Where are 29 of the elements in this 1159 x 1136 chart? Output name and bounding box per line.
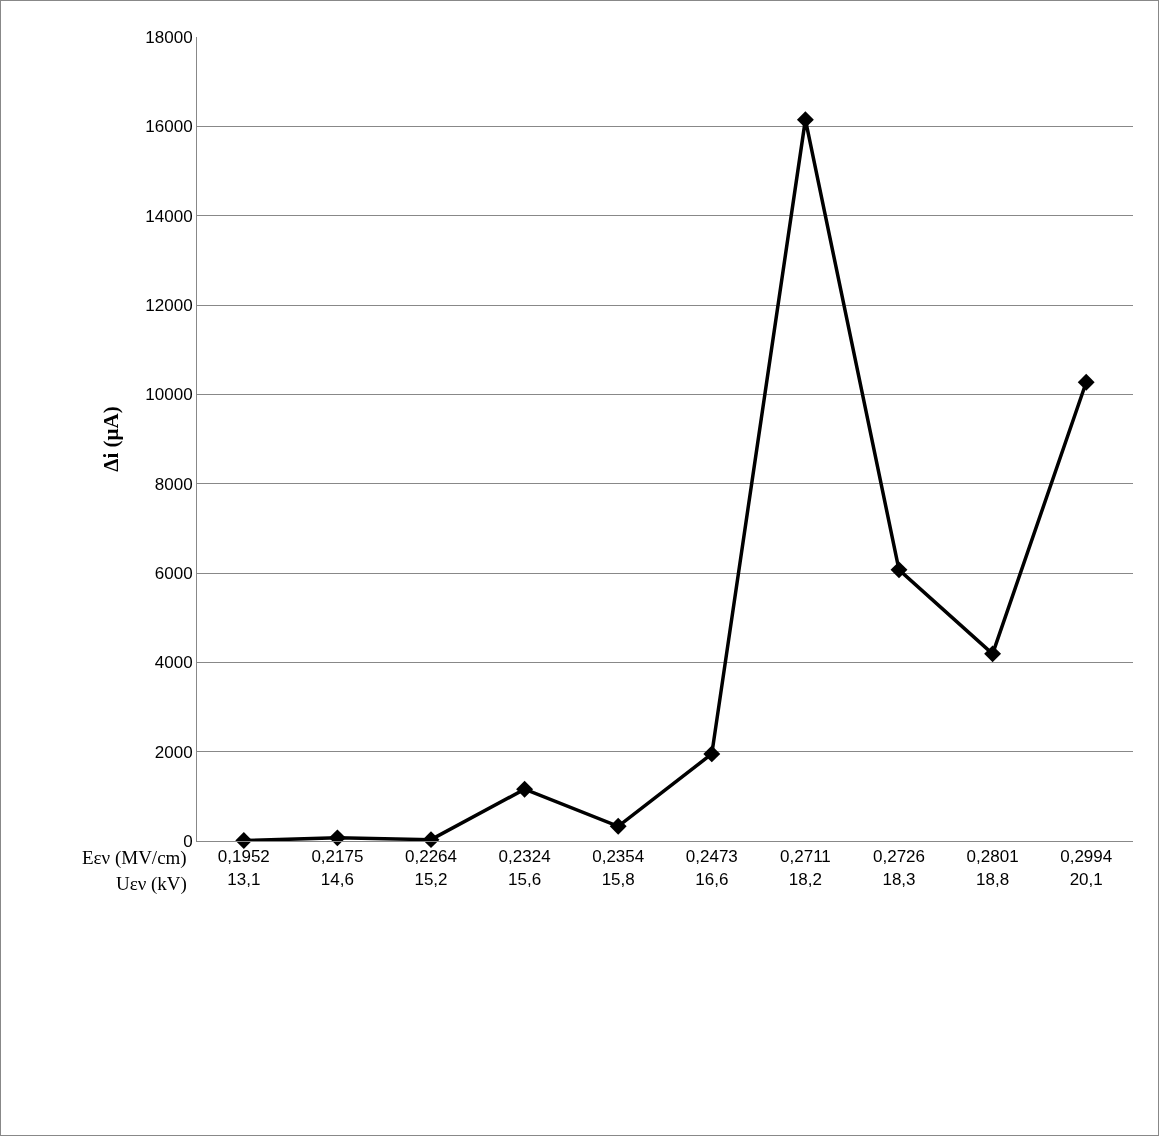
x-tick-label: 0,2324 15,6 — [498, 847, 551, 889]
x-tick-label: 0,2175 14,6 — [311, 847, 364, 889]
x-tick-label: 0,2726 18,3 — [873, 847, 925, 889]
x-tick-label: 0,1952 13,1 — [217, 847, 270, 889]
y-tick-label: 6000 — [154, 563, 193, 583]
point — [984, 645, 1002, 663]
point — [516, 780, 534, 798]
x-tick-label: 0,2354 15,8 — [592, 847, 645, 889]
y-tick-label: 10000 — [145, 385, 193, 405]
point — [609, 817, 627, 835]
x-tick-label: 0,2711 18,2 — [780, 847, 831, 889]
y-tick-label: 4000 — [154, 653, 193, 673]
point — [422, 831, 440, 849]
point — [890, 561, 908, 579]
x-tick-label: 0,2801 18,8 — [966, 847, 1019, 889]
point — [235, 832, 253, 849]
text: Uεν (kV) — [116, 873, 187, 895]
y-tick-label: 14000 — [145, 206, 193, 226]
y-tick-label: 18000 — [145, 27, 193, 47]
y-tick-label: 12000 — [145, 295, 193, 315]
y-tick-label: 2000 — [154, 742, 193, 762]
y-tick-label: 16000 — [145, 117, 193, 137]
y-tick-label: 8000 — [154, 474, 193, 494]
x-tick-label: 0,2994 20,1 — [1060, 847, 1113, 889]
x-tick-label: 0,2264 15,2 — [405, 847, 457, 889]
point — [1077, 373, 1095, 391]
point — [703, 745, 721, 763]
x-tick-label: 0,2473 16,6 — [685, 847, 738, 889]
y-axis-title: Δi (μA) — [99, 406, 124, 472]
